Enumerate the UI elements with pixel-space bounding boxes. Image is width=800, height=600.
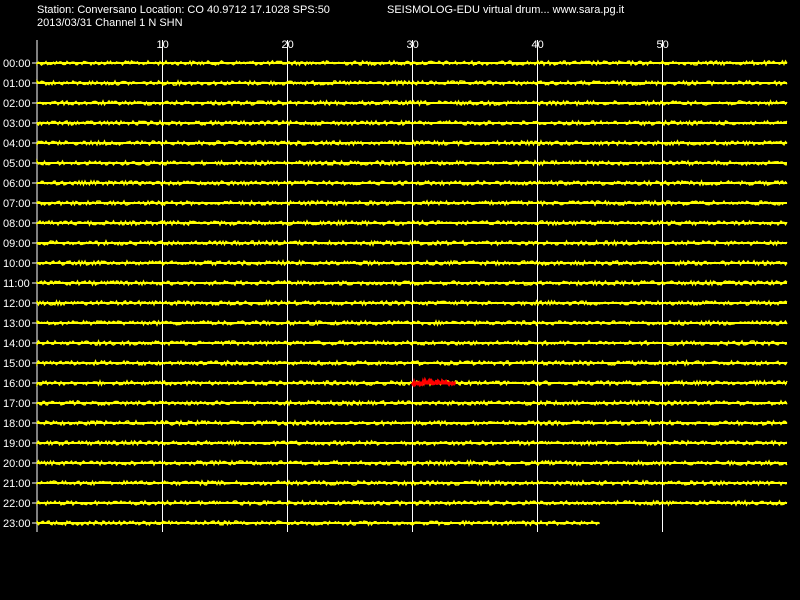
hour-label: 16:00 (3, 378, 31, 390)
hour-label: 19:00 (3, 438, 31, 450)
hour-label: 15:00 (3, 358, 31, 370)
hour-label: 23:00 (3, 518, 31, 530)
trace-2300 (36, 519, 600, 527)
hour-label: 10:00 (3, 258, 31, 270)
hour-label: 04:00 (3, 138, 31, 150)
hour-label: 18:00 (3, 418, 31, 430)
drum-title: SEISMOLOG-EDU virtual drum... www.sara.p… (387, 4, 625, 16)
station-info: Station: Conversano Location: CO 40.9712… (37, 4, 330, 16)
hour-label: 00:00 (3, 58, 31, 70)
x-tick-label: 30 (407, 39, 419, 51)
hour-label: 09:00 (3, 238, 31, 250)
hour-label: 05:00 (3, 158, 31, 170)
hour-label: 06:00 (3, 178, 31, 190)
x-tick-label: 40 (532, 39, 544, 51)
hour-label: 02:00 (3, 98, 31, 110)
date-channel-info: 2013/03/31 Channel 1 N SHN (37, 17, 183, 29)
x-tick-label: 10 (157, 39, 169, 51)
hour-label: 17:00 (3, 398, 31, 410)
x-tick-label: 20 (282, 39, 294, 51)
hour-label: 13:00 (3, 318, 31, 330)
hour-label: 01:00 (3, 78, 31, 90)
hour-label: 21:00 (3, 478, 31, 490)
hour-label: 03:00 (3, 118, 31, 130)
hour-label: 20:00 (3, 458, 31, 470)
x-tick-label: 50 (657, 39, 669, 51)
hour-label: 22:00 (3, 498, 31, 510)
hour-label: 12:00 (3, 298, 31, 310)
hour-label: 14:00 (3, 338, 31, 350)
hour-label: 11:00 (3, 278, 30, 290)
hour-label: 08:00 (3, 218, 31, 230)
hour-label: 07:00 (3, 198, 31, 210)
